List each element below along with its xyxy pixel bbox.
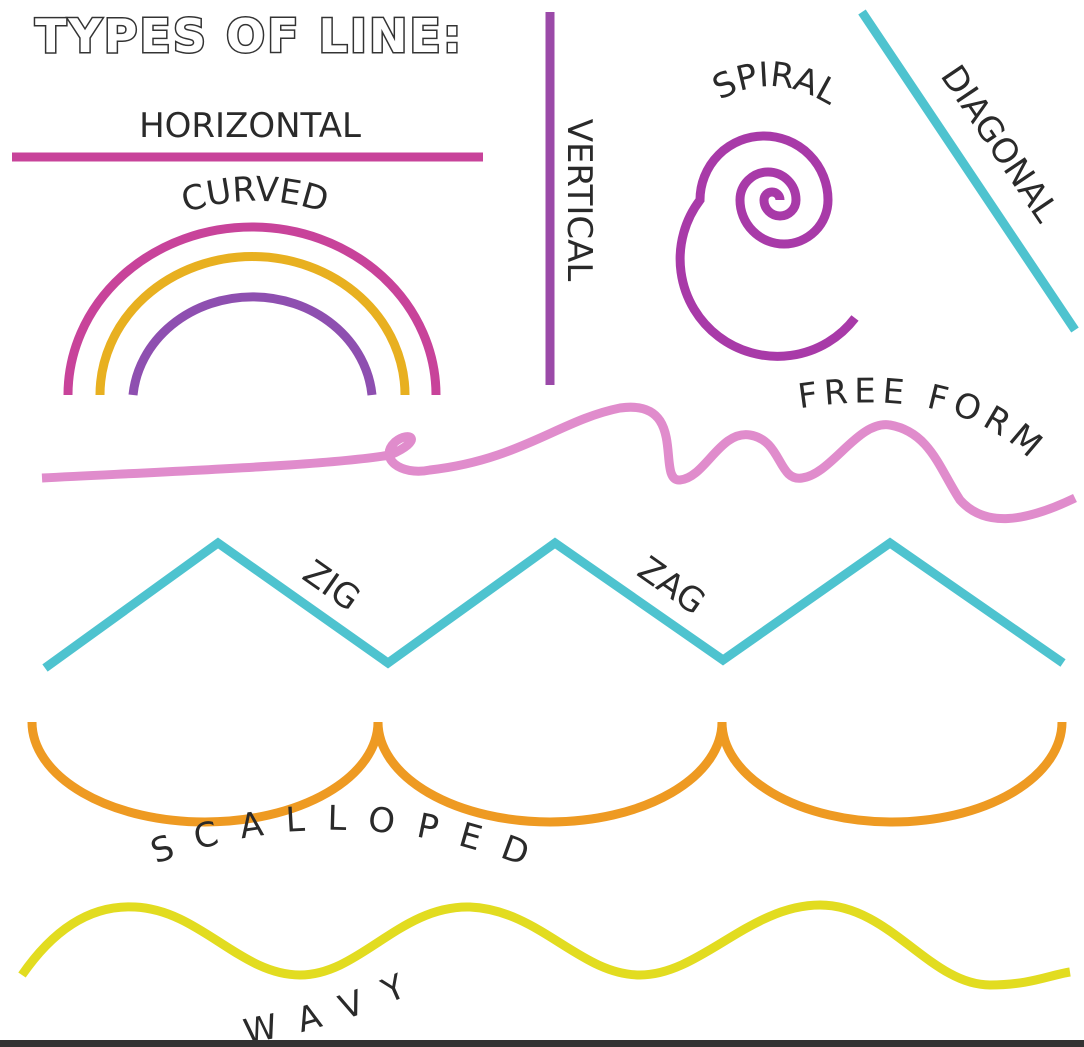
- curved-line: [128, 292, 377, 396]
- spiral-line: [675, 131, 859, 361]
- zigzag-line: [42, 537, 1066, 672]
- label-path: SCALLOPED: [146, 799, 533, 882]
- label: VERTICAL: [559, 119, 599, 282]
- diagonal-line: [858, 9, 1079, 333]
- free-form-line: [41, 402, 1077, 523]
- title: TYPES OF LINE:: [35, 9, 463, 63]
- label-path: CURVED: [177, 170, 333, 221]
- label: SPIRAL: [707, 55, 845, 113]
- wavy-line: [18, 900, 1071, 990]
- bottom-bar: [0, 1040, 1084, 1047]
- label: CURVED: [177, 170, 333, 221]
- scalloped-line: [27, 721, 1067, 827]
- label: SCALLOPED: [146, 799, 555, 882]
- curved-line: [95, 252, 410, 396]
- label: ZAG: [630, 549, 712, 623]
- curved-line: [63, 222, 441, 396]
- label: HORIZONTAL: [139, 106, 361, 146]
- label-path: SPIRAL: [707, 55, 845, 113]
